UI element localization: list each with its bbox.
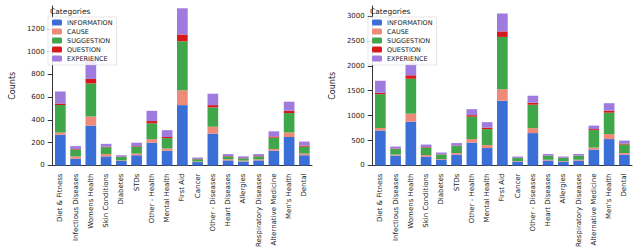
svg-text:400: 400 bbox=[31, 116, 44, 124]
svg-text:Diet & Fitness: Diet & Fitness bbox=[376, 173, 384, 222]
svg-text:EXPERIENCE: EXPERIENCE bbox=[387, 55, 428, 63]
svg-text:Other - Health: Other - Health bbox=[468, 173, 476, 223]
svg-text:Allergies: Allergies bbox=[559, 173, 567, 203]
svg-text:QUESTION: QUESTION bbox=[67, 46, 101, 54]
svg-text:CAUSE: CAUSE bbox=[387, 28, 409, 36]
svg-text:Categories: Categories bbox=[50, 7, 91, 16]
svg-text:Dental: Dental bbox=[620, 173, 628, 196]
svg-text:Counts: Counts bbox=[328, 72, 337, 100]
svg-text:0: 0 bbox=[40, 161, 44, 169]
svg-text:INFORMATION: INFORMATION bbox=[387, 19, 433, 27]
svg-text:Skin Conditions: Skin Conditions bbox=[422, 173, 430, 228]
svg-text:2000: 2000 bbox=[347, 62, 365, 70]
svg-text:500: 500 bbox=[351, 137, 364, 145]
svg-text:Skin Conditions: Skin Conditions bbox=[102, 173, 110, 228]
svg-text:QUESTION: QUESTION bbox=[387, 46, 421, 54]
svg-text:STDs: STDs bbox=[453, 173, 461, 191]
svg-text:1200: 1200 bbox=[27, 25, 45, 33]
svg-text:1000: 1000 bbox=[347, 112, 365, 120]
svg-text:Heart Diseases: Heart Diseases bbox=[224, 173, 232, 226]
svg-text:Infectious Diseases: Infectious Diseases bbox=[72, 173, 80, 241]
svg-text:First Aid: First Aid bbox=[498, 173, 506, 201]
svg-text:Other - Diseases: Other - Diseases bbox=[529, 173, 537, 231]
svg-text:800: 800 bbox=[31, 70, 44, 78]
svg-text:Men's Health: Men's Health bbox=[285, 173, 293, 219]
svg-text:STDs: STDs bbox=[133, 173, 141, 191]
svg-text:EXPERIENCE: EXPERIENCE bbox=[67, 55, 108, 63]
svg-text:Allergies: Allergies bbox=[239, 173, 247, 203]
svg-text:SUGGESTION: SUGGESTION bbox=[387, 37, 430, 45]
svg-text:First Aid: First Aid bbox=[178, 173, 186, 201]
svg-text:Diet & Fitness: Diet & Fitness bbox=[56, 173, 64, 222]
svg-text:Infectious Diseases: Infectious Diseases bbox=[392, 173, 400, 241]
svg-text:Men's Health: Men's Health bbox=[605, 173, 613, 219]
svg-text:Womens Health: Womens Health bbox=[407, 173, 415, 228]
svg-text:SUGGESTION: SUGGESTION bbox=[67, 37, 110, 45]
svg-text:Other - Diseases: Other - Diseases bbox=[209, 173, 217, 231]
svg-text:600: 600 bbox=[31, 93, 44, 101]
svg-text:200: 200 bbox=[31, 139, 44, 147]
svg-text:Diabetes: Diabetes bbox=[117, 173, 125, 204]
svg-text:Respiratory Diseases: Respiratory Diseases bbox=[575, 173, 583, 247]
svg-text:Respiratory Diseases: Respiratory Diseases bbox=[255, 173, 263, 247]
svg-text:Mental Health: Mental Health bbox=[163, 173, 171, 222]
svg-text:Other - Health: Other - Health bbox=[148, 173, 156, 223]
svg-text:Categories: Categories bbox=[370, 7, 411, 16]
svg-text:Mental Health: Mental Health bbox=[483, 173, 491, 222]
svg-text:1500: 1500 bbox=[347, 87, 365, 95]
svg-text:Cancer: Cancer bbox=[514, 173, 522, 198]
svg-text:Womens Health: Womens Health bbox=[87, 173, 95, 228]
svg-text:2500: 2500 bbox=[347, 37, 365, 45]
svg-text:Alternative Medicine: Alternative Medicine bbox=[270, 173, 278, 245]
svg-text:3000: 3000 bbox=[347, 12, 365, 20]
svg-text:0: 0 bbox=[360, 161, 364, 169]
svg-text:CAUSE: CAUSE bbox=[67, 28, 89, 36]
svg-text:Diabetes: Diabetes bbox=[437, 173, 445, 204]
svg-text:INFORMATION: INFORMATION bbox=[67, 19, 113, 27]
svg-text:Counts: Counts bbox=[8, 72, 17, 100]
svg-text:Cancer: Cancer bbox=[194, 173, 202, 198]
svg-text:Alternative Medicine: Alternative Medicine bbox=[590, 173, 598, 245]
svg-text:Dental: Dental bbox=[300, 173, 308, 196]
svg-text:Heart Diseases: Heart Diseases bbox=[544, 173, 552, 226]
svg-text:1000: 1000 bbox=[27, 48, 45, 56]
